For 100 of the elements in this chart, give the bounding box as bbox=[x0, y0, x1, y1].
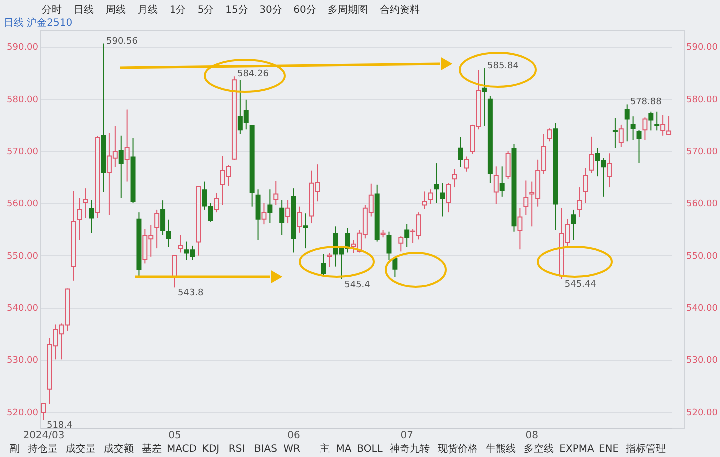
candlestick bbox=[124, 109, 130, 182]
annotation: 590.56 bbox=[106, 36, 138, 47]
candlestick bbox=[636, 130, 642, 164]
text: ENE bbox=[598, 444, 620, 455]
candlestick bbox=[458, 136, 464, 168]
text: 周线 bbox=[106, 4, 126, 16]
candlestick bbox=[297, 206, 302, 234]
text: BIAS bbox=[254, 444, 278, 455]
text: 副 bbox=[10, 444, 20, 455]
text: 持仓量 bbox=[28, 443, 58, 455]
annotation: 585.84 bbox=[487, 61, 520, 72]
y-tick-label: 580.00 bbox=[7, 95, 39, 106]
candlestick bbox=[518, 208, 523, 250]
candlestick bbox=[280, 200, 285, 236]
candlestick bbox=[118, 135, 124, 199]
candlestick bbox=[166, 219, 172, 248]
text: 成交额 bbox=[104, 443, 134, 455]
candlestick bbox=[83, 188, 88, 219]
text: 分时 bbox=[42, 4, 62, 16]
candlestick bbox=[262, 202, 267, 226]
text: EXPMA bbox=[560, 444, 594, 455]
y-tick-label: 540.00 bbox=[7, 304, 39, 314]
candlestick bbox=[321, 254, 326, 278]
text: 60分 bbox=[294, 4, 316, 16]
annotation: 545.44 bbox=[564, 280, 597, 290]
candlestick bbox=[648, 111, 654, 132]
candlestick bbox=[642, 117, 648, 141]
candlestick bbox=[41, 402, 46, 421]
candlestick bbox=[577, 187, 582, 218]
candlestick bbox=[618, 124, 624, 148]
annotation: 543.8 bbox=[178, 288, 204, 299]
x-tick-label: 08 bbox=[526, 430, 538, 442]
candlestick bbox=[386, 231, 392, 261]
candlestick bbox=[654, 111, 660, 132]
y2-tick-label: 570.00 bbox=[686, 148, 718, 158]
text: 主 bbox=[320, 443, 330, 455]
candlestick bbox=[214, 192, 220, 214]
annotation: 545.4 bbox=[344, 280, 371, 290]
candlestick bbox=[506, 151, 511, 180]
candlestick bbox=[404, 224, 410, 248]
text: 神奇九转 bbox=[390, 443, 430, 455]
y-tick-label: 590.00 bbox=[7, 43, 39, 54]
candlestick bbox=[434, 163, 440, 204]
candlestick bbox=[256, 189, 261, 241]
y2-tick-label: 530.00 bbox=[686, 356, 718, 366]
text: 基差 bbox=[142, 443, 162, 455]
y-tick-label: 560.00 bbox=[7, 200, 39, 210]
annotation: 578.88 bbox=[630, 98, 662, 108]
candlestick bbox=[464, 156, 470, 172]
text: MACD bbox=[167, 444, 198, 455]
y-tick-label: 520.00 bbox=[7, 408, 39, 418]
candlestick bbox=[303, 213, 308, 250]
candlestick bbox=[589, 136, 594, 174]
candlestick bbox=[178, 234, 184, 254]
y-tick-label: 550.00 bbox=[7, 252, 39, 262]
y2-tick-label: 520.00 bbox=[686, 408, 718, 418]
text: 日线 bbox=[74, 4, 94, 16]
candlestick bbox=[494, 166, 499, 205]
text: KDJ bbox=[202, 444, 220, 455]
y2-tick-label: 540.00 bbox=[686, 304, 718, 314]
text: 15分 bbox=[226, 4, 248, 16]
chart-title: 日线 沪金2510 bbox=[4, 17, 73, 29]
text: 牛熊线 bbox=[486, 443, 516, 455]
candlestick bbox=[172, 254, 178, 288]
text: BOLL bbox=[357, 444, 384, 455]
y2-tick-label: 580.00 bbox=[686, 95, 718, 106]
text: RSI bbox=[228, 444, 246, 455]
candlestick bbox=[571, 209, 576, 241]
text: MA bbox=[336, 444, 352, 455]
text: 成交量 bbox=[66, 443, 96, 455]
candlestick bbox=[482, 68, 487, 126]
text: 现货价格 bbox=[438, 443, 478, 455]
candlestick bbox=[607, 153, 612, 188]
x-tick-label: 06 bbox=[288, 430, 300, 442]
candlestick bbox=[583, 168, 588, 204]
candlestick bbox=[624, 104, 630, 142]
candlestick bbox=[286, 200, 291, 224]
candlestick bbox=[89, 200, 94, 234]
candlestick bbox=[500, 166, 505, 198]
candlestick bbox=[160, 200, 166, 236]
annotation: 518.4 bbox=[46, 421, 74, 432]
candlestick bbox=[327, 252, 332, 268]
candlestick bbox=[452, 168, 458, 188]
text: 多周期图 bbox=[328, 4, 368, 16]
text: 指标管理 bbox=[625, 443, 666, 455]
text: 月线 bbox=[138, 4, 158, 16]
candlestick bbox=[612, 118, 618, 149]
candlestick bbox=[398, 236, 404, 252]
y2-tick-label: 590.00 bbox=[686, 43, 718, 54]
annotation: 584.26 bbox=[237, 70, 270, 80]
text: 30分 bbox=[260, 4, 282, 16]
x-tick-label: 05 bbox=[168, 430, 182, 442]
candlestick bbox=[268, 189, 273, 224]
candlestick bbox=[524, 180, 529, 216]
text: WR bbox=[284, 444, 300, 455]
x-tick-label: 07 bbox=[400, 430, 414, 442]
candlestick bbox=[440, 182, 446, 218]
candlestick bbox=[77, 198, 82, 241]
x-tick-label: 2024/03 bbox=[23, 430, 65, 442]
candlestick bbox=[630, 116, 636, 141]
